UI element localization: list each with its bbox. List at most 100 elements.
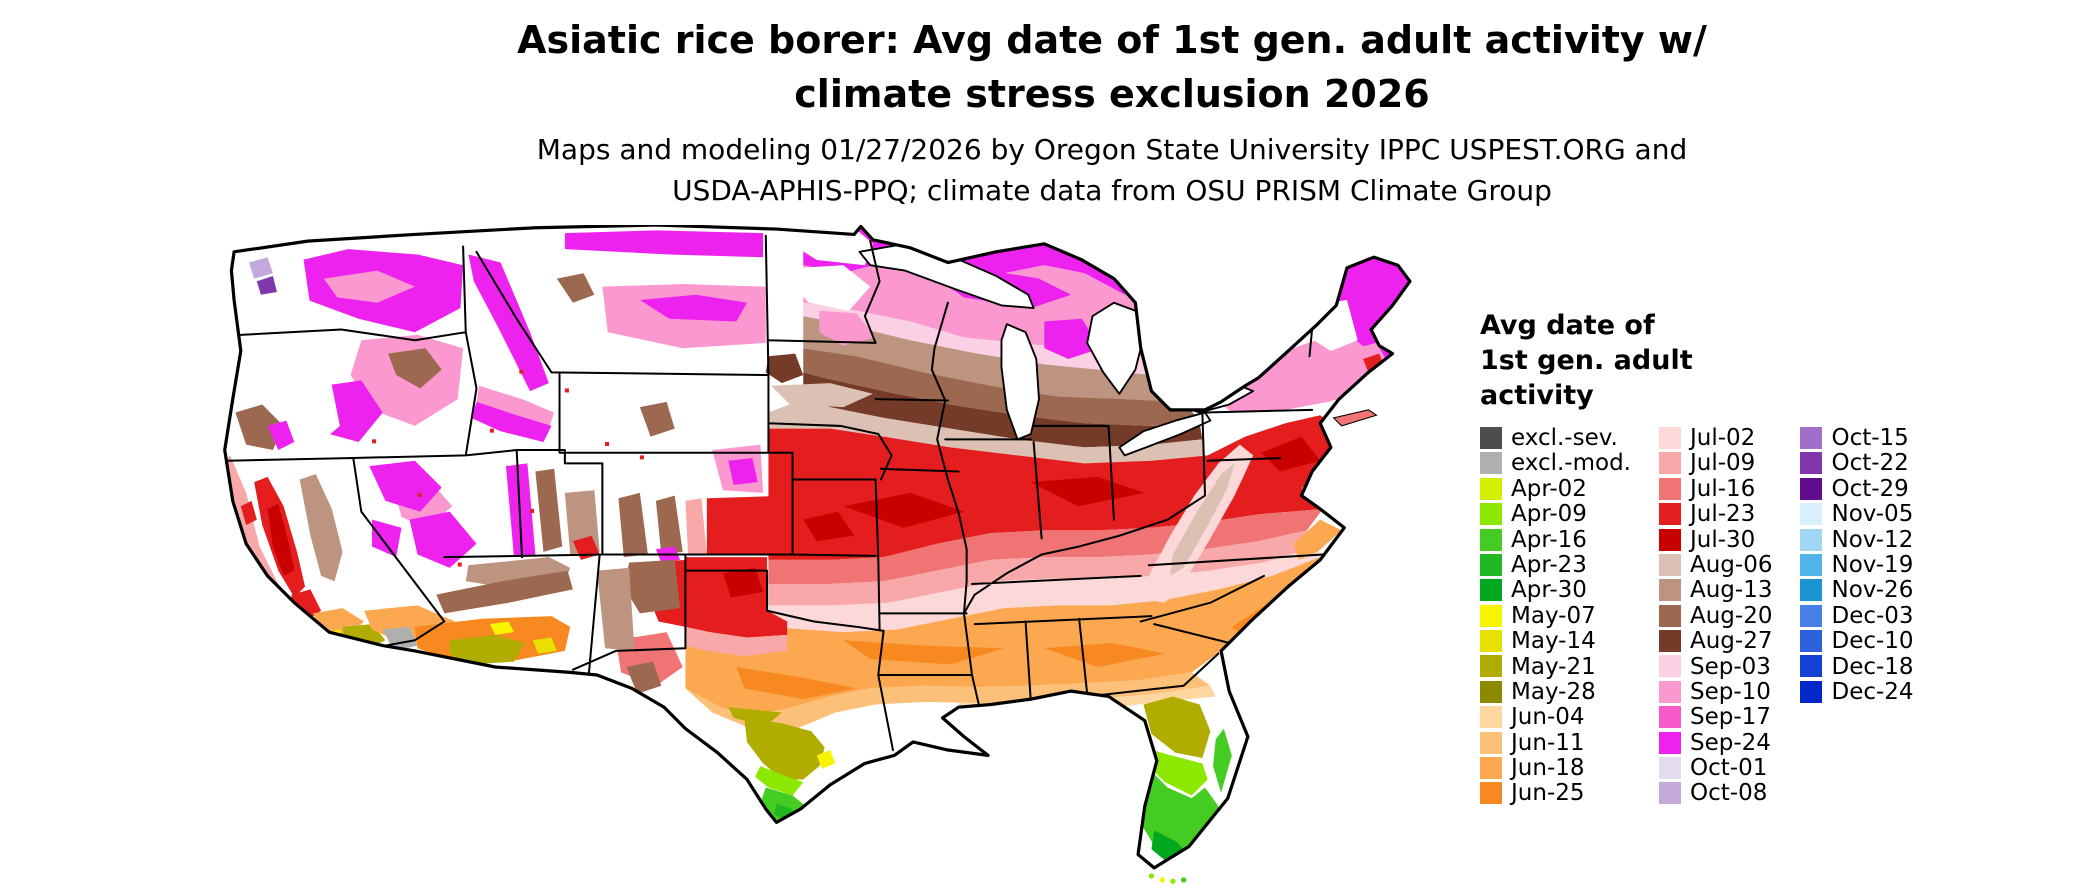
legend-swatch	[1480, 782, 1502, 805]
legend-entry: Aug-20	[1659, 602, 1773, 629]
legend-entry: Aug-27	[1659, 628, 1773, 655]
legend-entry: Jun-18	[1480, 755, 1631, 782]
legend-swatch	[1659, 553, 1681, 576]
legend-swatch	[1800, 503, 1823, 526]
legend-entry: Nov-19	[1800, 551, 1914, 578]
legend-entry: Apr-23	[1480, 552, 1631, 578]
legend-swatch	[1659, 706, 1681, 729]
legend-entry: Dec-03	[1800, 602, 1914, 629]
legend-column: Jul-02 Jul-09 Jul-16 Jul-23 Jul-30 Aug-06 Aug-…	[1659, 425, 1772, 806]
red-specks	[372, 369, 644, 567]
legend-entry: Jun-04	[1480, 704, 1631, 730]
legend-entry: Nov-12	[1800, 526, 1914, 553]
legend-swatch	[1659, 452, 1681, 475]
legend-label: Aug-20	[1690, 602, 1773, 629]
legend-entry: Sep-24	[1659, 729, 1772, 756]
legend-label: Nov-26	[1831, 577, 1914, 604]
legend-swatch	[1800, 579, 1823, 602]
legend-swatch	[1480, 655, 1502, 678]
legend-entry: Sep-10	[1659, 679, 1772, 705]
legend-entry: Oct-01	[1659, 755, 1772, 781]
legend-swatch	[1659, 655, 1681, 678]
legend-swatch	[1800, 604, 1823, 627]
legend-entry: Oct-08	[1659, 780, 1772, 806]
legend-swatch	[1800, 655, 1823, 678]
legend-swatch	[1480, 630, 1502, 653]
legend-swatch	[1800, 528, 1823, 551]
legend-swatch	[1480, 452, 1502, 475]
legend-column: Oct-15 Oct-22 Oct-29 Nov-05 Nov-12 Nov-19 Nov-…	[1800, 425, 1914, 705]
legend-label: Jun-18	[1511, 755, 1585, 782]
legend-swatch	[1659, 579, 1681, 602]
legend-entry: May-14	[1480, 628, 1631, 654]
legend-entry: May-21	[1480, 653, 1631, 680]
legend-entry: Oct-22	[1800, 450, 1913, 477]
legend-swatch	[1659, 630, 1681, 653]
legend-label: Jun-25	[1511, 780, 1585, 807]
legend-label: Sep-24	[1690, 729, 1771, 756]
legend-title: Avg date of 1st gen. adult activity	[1480, 308, 1914, 413]
legend-label: Dec-03	[1831, 602, 1914, 629]
legend-label: May-21	[1511, 653, 1596, 680]
legend-entry: Jul-09	[1659, 450, 1772, 477]
legend-entry: Dec-24	[1800, 679, 1914, 705]
legend-label: Apr-16	[1511, 526, 1587, 553]
legend-label: Nov-05	[1831, 501, 1914, 528]
legend-label: Apr-09	[1511, 501, 1587, 528]
legend-label: Oct-22	[1831, 450, 1909, 477]
legend-swatch	[1800, 553, 1823, 576]
legend-swatch	[1800, 630, 1823, 653]
legend-entry: Sep-17	[1659, 704, 1772, 731]
legend-label: Apr-30	[1511, 577, 1587, 604]
map-fill-regions	[224, 225, 1410, 868]
legend-label: Oct-29	[1831, 475, 1909, 502]
legend-swatch	[1659, 477, 1681, 500]
legend-label: Jul-09	[1690, 450, 1756, 477]
legend-swatch	[1659, 503, 1681, 526]
map-subtitle-line2: USDA-APHIS-PPQ; climate data from OSU PR…	[672, 173, 1552, 207]
legend-label: Aug-06	[1690, 551, 1773, 578]
legend-swatch	[1480, 579, 1502, 602]
legend-entry: Oct-15	[1800, 425, 1913, 451]
legend: Avg date of 1st gen. adult activity excl…	[1480, 308, 1914, 806]
legend-label: Jul-30	[1690, 526, 1756, 553]
map-title-line1: Asiatic rice borer: Avg date of 1st gen.…	[517, 18, 1707, 62]
lake-erie	[1118, 411, 1212, 457]
legend-entry: Jul-02	[1659, 424, 1772, 451]
legend-swatch	[1800, 680, 1823, 703]
legend-entry: Nov-05	[1800, 501, 1914, 528]
legend-swatch	[1800, 477, 1823, 500]
us-outline	[223, 225, 1412, 870]
legend-label: Aug-27	[1690, 628, 1773, 655]
legend-entry: excl.-sev.	[1480, 424, 1631, 451]
legend-swatch	[1800, 452, 1823, 475]
legend-entry: Dec-18	[1800, 654, 1914, 680]
legend-entry: May-07	[1480, 603, 1631, 629]
header: Asiatic rice borer: Avg date of 1st gen.…	[62, 14, 2100, 211]
legend-entry: Apr-09	[1480, 501, 1631, 528]
legend-title-line1: Avg date of	[1480, 310, 1655, 341]
map-subtitle: Maps and modeling 01/27/2026 by Oregon S…	[62, 130, 2100, 211]
legend-title-line3: activity	[1480, 380, 1594, 412]
legend-swatch	[1659, 426, 1681, 449]
map-title: Asiatic rice borer: Avg date of 1st gen.…	[62, 14, 2100, 122]
legend-label: Jun-11	[1511, 729, 1585, 756]
legend-entry: Jun-25	[1480, 780, 1631, 807]
legend-entry: Dec-10	[1800, 628, 1914, 655]
legend-entry: Aug-13	[1659, 577, 1772, 603]
legend-label: excl.-sev.	[1511, 424, 1618, 451]
legend-swatch	[1480, 528, 1502, 551]
map-subtitle-line1: Maps and modeling 01/27/2026 by Oregon S…	[536, 132, 1688, 166]
legend-swatch	[1659, 680, 1681, 703]
legend-label: Nov-12	[1831, 526, 1914, 553]
legend-label: Nov-19	[1831, 551, 1914, 578]
legend-label: Sep-17	[1690, 704, 1771, 731]
legend-columns: excl.-sev. excl.-mod. Apr-02 Apr-09 Apr-16 Ap…	[1480, 425, 1914, 806]
legend-entry: Jul-23	[1659, 501, 1772, 527]
legend-label: May-28	[1511, 678, 1596, 705]
legend-swatch	[1659, 782, 1681, 805]
legend-label: Jul-02	[1690, 424, 1756, 451]
legend-label: Dec-10	[1831, 628, 1914, 655]
map-title-line2: climate stress exclusion 2026	[794, 71, 1430, 116]
legend-swatch	[1480, 477, 1502, 500]
